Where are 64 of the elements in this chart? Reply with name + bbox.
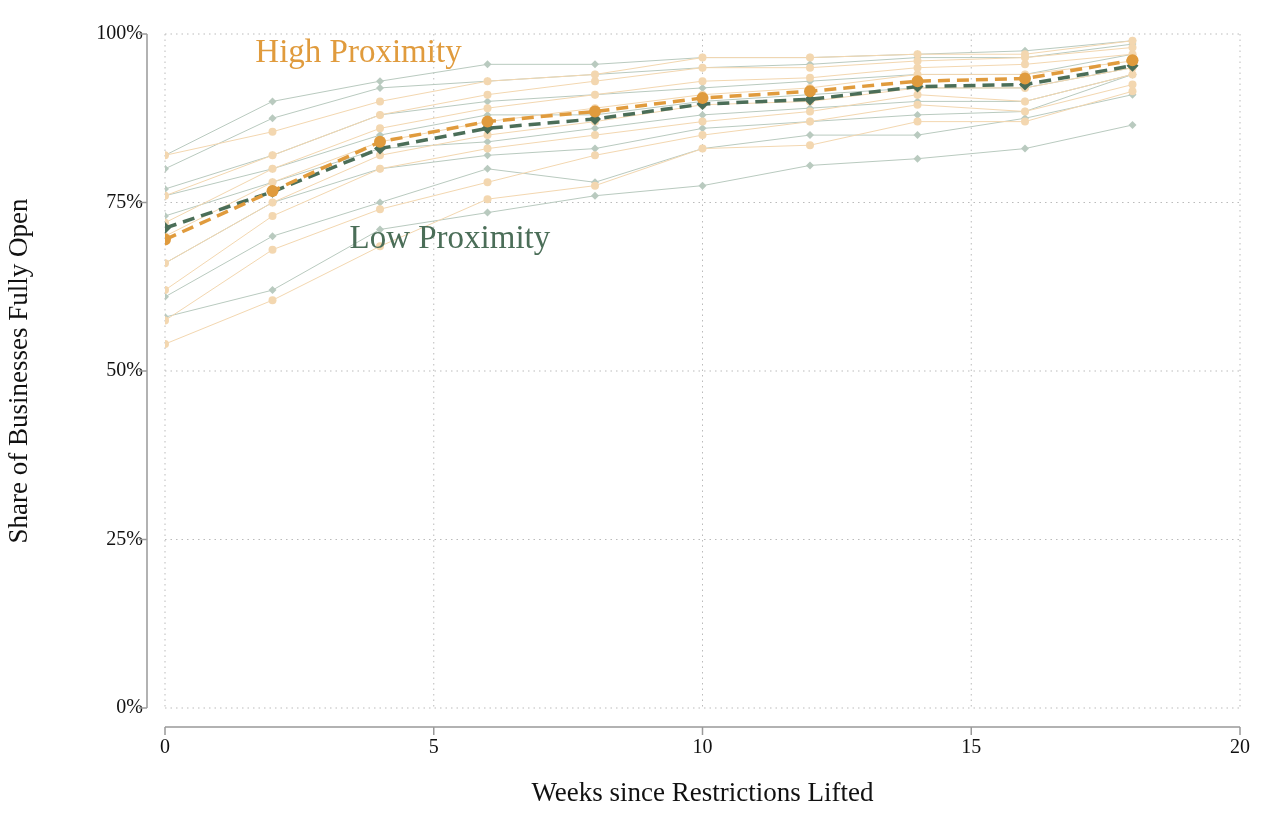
x-tick-label: 15 bbox=[961, 735, 982, 758]
point bbox=[268, 232, 277, 241]
x-tick-label: 5 bbox=[428, 735, 439, 758]
point bbox=[806, 161, 814, 170]
x-tick-label: 20 bbox=[1230, 735, 1250, 758]
point bbox=[268, 114, 277, 123]
point bbox=[268, 245, 277, 254]
point bbox=[698, 181, 707, 190]
point bbox=[591, 77, 599, 86]
point bbox=[483, 144, 492, 153]
point bbox=[698, 117, 707, 126]
point bbox=[268, 286, 277, 295]
point bbox=[483, 208, 492, 217]
point bbox=[806, 141, 814, 150]
point bbox=[913, 63, 922, 72]
point bbox=[483, 164, 492, 173]
point bbox=[806, 73, 814, 82]
point bbox=[1128, 80, 1137, 89]
y-axis-title: Share of Businesses Fully Open bbox=[3, 198, 34, 544]
point bbox=[483, 151, 492, 160]
series-label: Low Proximity bbox=[349, 218, 551, 255]
point bbox=[804, 85, 816, 98]
point bbox=[376, 83, 384, 92]
point bbox=[376, 205, 384, 214]
point bbox=[483, 104, 492, 113]
point bbox=[913, 131, 922, 140]
point bbox=[1021, 144, 1029, 153]
point bbox=[591, 60, 599, 69]
point bbox=[268, 211, 277, 220]
point bbox=[698, 77, 707, 86]
point bbox=[591, 151, 599, 160]
point bbox=[376, 97, 384, 106]
point bbox=[268, 296, 277, 305]
point bbox=[698, 131, 707, 140]
point bbox=[1128, 120, 1137, 129]
point bbox=[1019, 72, 1031, 85]
series-label: High Proximity bbox=[255, 32, 463, 69]
point bbox=[483, 178, 492, 187]
point bbox=[483, 60, 492, 69]
point bbox=[268, 97, 277, 106]
x-tick-label: 10 bbox=[692, 735, 713, 758]
point bbox=[913, 110, 922, 119]
y-tick-label: 0% bbox=[116, 695, 143, 718]
x-tick-label: 0 bbox=[160, 735, 170, 758]
x-axis-title: Weeks since Restrictions Lifted bbox=[531, 776, 874, 807]
point bbox=[376, 124, 384, 133]
point bbox=[591, 144, 599, 153]
point bbox=[591, 191, 599, 200]
y-tick-label: 75% bbox=[106, 189, 143, 212]
point bbox=[913, 117, 922, 126]
point bbox=[696, 92, 709, 105]
point bbox=[589, 105, 601, 118]
point bbox=[483, 90, 492, 99]
point bbox=[911, 75, 924, 88]
y-tick-label: 25% bbox=[106, 526, 143, 549]
point bbox=[376, 77, 384, 86]
point bbox=[268, 127, 277, 136]
point bbox=[483, 195, 492, 204]
point bbox=[806, 131, 814, 140]
point bbox=[698, 110, 707, 119]
point bbox=[913, 154, 922, 163]
y-tick-label: 100% bbox=[96, 21, 143, 44]
point bbox=[591, 131, 599, 140]
y-tick-label: 50% bbox=[106, 358, 143, 381]
